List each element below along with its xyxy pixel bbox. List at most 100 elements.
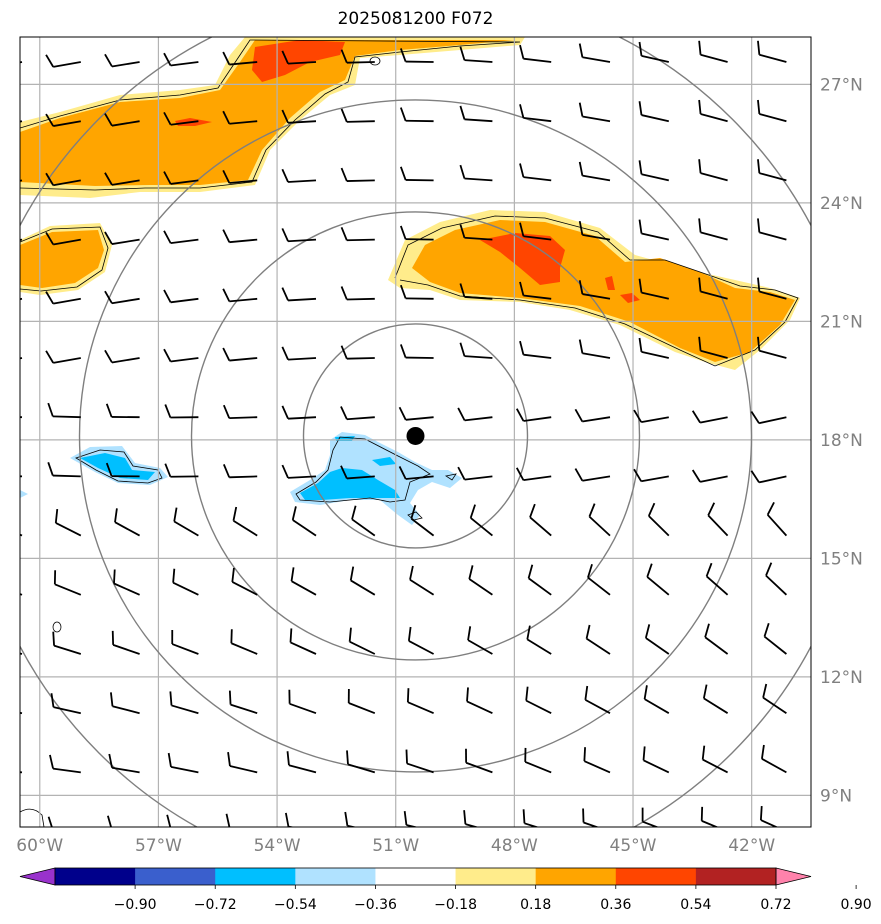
wind-barb-162 <box>466 687 493 715</box>
wind-barb-110 <box>691 469 728 483</box>
wind-barb-85 <box>47 402 81 419</box>
wind-barb-26 <box>698 99 728 123</box>
wind-barb-120 <box>469 504 493 537</box>
wind-barb-14 <box>20 120 23 123</box>
wind-barbs <box>20 40 788 827</box>
wind-barb-18 <box>222 110 258 125</box>
wind-barb-34 <box>340 167 375 182</box>
colorbar-label-6: 0.36 <box>600 897 631 913</box>
colorbar-segment-6 <box>535 868 617 885</box>
wind-barb-185 <box>166 814 172 827</box>
colorbar-label-5: 0.18 <box>520 897 551 913</box>
wind-barb-8 <box>459 46 493 63</box>
wind-barb-81 <box>638 337 669 359</box>
wind-barb-147 <box>407 626 435 655</box>
wind-barb-172 <box>227 752 258 774</box>
wind-barb-112 <box>20 533 23 537</box>
wind-barb-174 <box>346 750 376 774</box>
wind-barb-127 <box>53 570 82 596</box>
wind-barb-149 <box>526 625 552 655</box>
wind-barb-164 <box>584 685 611 714</box>
wind-barb-62 <box>340 286 375 301</box>
lon-label-5: 45°W <box>610 836 657 856</box>
colorbar-outline <box>54 867 777 886</box>
wind-barb-139 <box>765 562 788 596</box>
wind-barb-25 <box>638 101 669 123</box>
wind-barb-10 <box>578 43 611 63</box>
wind-barb-31 <box>163 171 199 185</box>
wind-barb-136 <box>587 563 611 596</box>
wind-barb-144 <box>230 629 258 655</box>
wind-barb-135 <box>527 564 552 596</box>
map-title: 2025081200 F072 <box>337 9 494 29</box>
wind-barb-142 <box>111 630 140 655</box>
negative-field-center-core <box>300 468 400 500</box>
wind-barb-44 <box>104 231 140 245</box>
wind-barb-20 <box>340 108 375 123</box>
wind-barb-154 <box>20 711 23 715</box>
wind-barb-93 <box>515 408 552 422</box>
wind-barb-184 <box>107 815 113 827</box>
wind-barb-57 <box>45 291 81 305</box>
wind-barb-88 <box>223 404 258 419</box>
wind-barb-123 <box>647 502 670 537</box>
wind-barb-163 <box>525 686 552 715</box>
wind-barb-27 <box>757 99 787 123</box>
wind-barb-41 <box>757 159 787 182</box>
lat-label-0: 27°N <box>820 75 863 95</box>
contour-lines <box>20 39 799 827</box>
wind-barb-2 <box>104 53 140 68</box>
wind-barb-42 <box>20 238 23 241</box>
graticule <box>20 37 811 827</box>
wind-barb-55 <box>757 218 787 241</box>
wind-barb-192 <box>582 808 600 827</box>
wind-barb-66 <box>578 280 611 300</box>
longitude-labels: 60°W 57°W 54°W 51°W 48°W 45°W 42°W <box>16 836 775 856</box>
range-rings <box>20 37 811 827</box>
lon-label-6: 42°W <box>728 836 775 856</box>
wind-barb-124 <box>707 502 729 537</box>
wind-barb-48 <box>340 226 375 242</box>
wind-barb-113 <box>54 508 82 537</box>
negative-field-west-core <box>80 453 155 480</box>
positive-field-west-core <box>20 230 104 288</box>
wind-barb-178 <box>583 747 611 774</box>
wind-barb-148 <box>467 626 493 655</box>
wind-barb-58 <box>104 290 140 305</box>
wind-barb-74 <box>222 347 258 362</box>
wind-barb-47 <box>281 228 317 243</box>
wind-barb-45 <box>163 230 199 245</box>
wind-barb-59 <box>163 289 199 304</box>
positive-field-east-spot-2 <box>605 276 615 290</box>
wind-barb-165 <box>643 685 670 714</box>
wind-barb-82 <box>698 336 728 359</box>
wind-barb-108 <box>574 468 611 482</box>
range-ring-2 <box>190 211 641 661</box>
positive-field-east-max <box>480 233 565 285</box>
wind-barb-115 <box>173 507 199 537</box>
wind-barb-96 <box>691 410 728 424</box>
wind-barb-73 <box>163 348 199 363</box>
lat-label-4: 15°N <box>820 549 863 569</box>
wind-barb-187 <box>284 812 296 827</box>
wind-barb-104 <box>340 465 375 480</box>
colorbar-segment-3 <box>295 868 376 885</box>
wind-barb-87 <box>164 404 199 419</box>
colorbar <box>19 867 812 886</box>
wind-barb-159 <box>288 689 317 715</box>
wind-barb-84 <box>20 416 23 419</box>
wind-barb-128 <box>113 569 140 596</box>
wind-barb-16 <box>104 113 140 127</box>
wind-barb-28 <box>20 179 23 182</box>
wind-barb-146 <box>348 627 376 655</box>
wind-barb-50 <box>459 224 493 241</box>
wind-barb-80 <box>578 339 611 359</box>
wind-barb-157 <box>169 691 199 715</box>
colorbar-label-9: 0.90 <box>841 897 872 913</box>
wind-barb-152 <box>704 623 729 655</box>
wind-barb-36 <box>459 164 493 182</box>
wind-barb-6 <box>340 49 375 64</box>
storm-center-marker <box>406 426 425 445</box>
wind-barb-183 <box>47 816 53 827</box>
contour-small-west <box>52 621 62 633</box>
